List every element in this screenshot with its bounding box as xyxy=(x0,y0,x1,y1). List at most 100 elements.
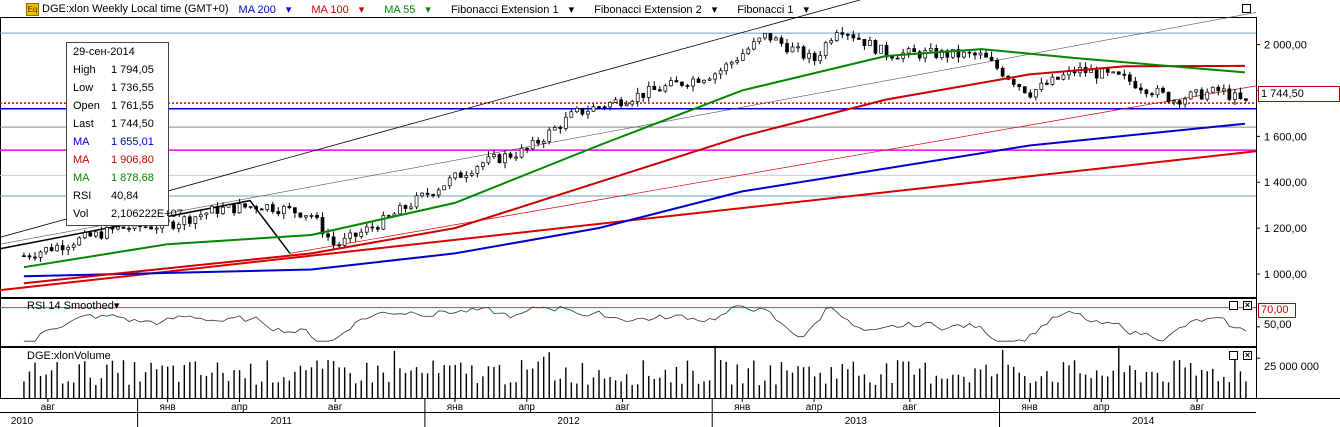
candle-body xyxy=(22,255,26,258)
trend-line xyxy=(289,85,1257,254)
month-label: апр xyxy=(806,402,823,413)
dropdown-icon[interactable]: ▾ xyxy=(285,3,292,16)
candle-body xyxy=(259,208,264,211)
candle-body xyxy=(746,48,751,55)
candle-body xyxy=(66,246,71,251)
indicator-ma-100[interactable]: MA 100 ▾ xyxy=(311,3,365,16)
candle-body xyxy=(868,39,872,46)
year-label: 2011 xyxy=(270,416,292,427)
candle-body xyxy=(602,106,607,109)
candle-body xyxy=(1094,69,1099,79)
price-tick-label: 1 000,00 xyxy=(1264,269,1307,281)
candle-body xyxy=(1100,68,1105,79)
candle-body xyxy=(812,53,817,62)
tooltip-row: Low 1 736,55 xyxy=(73,80,166,96)
candle-body xyxy=(425,192,430,195)
candle-body xyxy=(232,204,236,214)
candle-body xyxy=(143,226,148,229)
candle-body xyxy=(646,86,651,98)
indicator-ma-200[interactable]: MA 200 ▾ xyxy=(238,3,292,16)
candle-body xyxy=(447,177,452,187)
candle-body xyxy=(597,106,601,109)
tooltip-key: High xyxy=(73,64,96,76)
dropdown-icon[interactable]: ▾ xyxy=(358,3,365,16)
candle-body xyxy=(1056,76,1060,80)
candle-body xyxy=(409,206,413,209)
rsi-pane-title[interactable]: RSI 14 Smoothed▾ xyxy=(27,300,120,312)
candle-body xyxy=(508,153,513,158)
indicator-fibonacci-extension-2[interactable]: Fibonacci Extension 2 ▾ xyxy=(594,3,718,16)
tooltip-key: Vol xyxy=(73,208,89,220)
candle-body xyxy=(547,129,552,142)
close-rsi-pane-button[interactable]: × xyxy=(1243,300,1252,310)
candle-body xyxy=(519,147,524,158)
candle-body xyxy=(591,106,596,112)
tooltip-value: 1 878,68 xyxy=(111,172,154,184)
indicator-ma-55[interactable]: MA 55 ▾ xyxy=(384,3,431,16)
symbol-icon[interactable]: Eq xyxy=(26,2,39,16)
tooltip-row: Vol 2,106222E+07 xyxy=(73,206,183,222)
candle-body xyxy=(27,255,32,258)
candle-body xyxy=(55,245,59,252)
candle-body xyxy=(182,216,187,225)
close-volume-pane-button[interactable]: × xyxy=(1243,350,1252,360)
candle-body xyxy=(287,206,292,209)
candle-body xyxy=(984,52,988,58)
month-label: апр xyxy=(1093,402,1110,413)
candle-body xyxy=(801,46,806,59)
year-label: 2010 xyxy=(11,416,34,427)
candle-body xyxy=(785,43,789,53)
candle-body xyxy=(293,207,297,214)
candle-body xyxy=(834,32,839,41)
dropdown-icon[interactable]: ▾ xyxy=(113,300,120,312)
tooltip-value: 1 655,01 xyxy=(111,136,154,148)
ma-100-line xyxy=(23,64,1246,285)
candle-body xyxy=(608,102,612,108)
candle-body xyxy=(71,244,76,248)
candle-body xyxy=(1033,89,1038,98)
candle-body xyxy=(88,232,93,237)
tooltip-value: 1 744,50 xyxy=(111,118,154,130)
dropdown-icon[interactable]: ▾ xyxy=(711,3,718,16)
candle-body xyxy=(552,127,557,131)
candle-body xyxy=(149,226,153,230)
symbol-label[interactable]: DGE:xlon Weekly Local time (GMT+0) xyxy=(42,3,229,15)
indicator-fibonacci-1[interactable]: Fibonacci 1 ▾ xyxy=(737,3,810,16)
candle-body xyxy=(1150,93,1154,96)
candle-body xyxy=(1144,89,1149,95)
candle-body xyxy=(862,39,867,46)
indicator-fibonacci-extension-1[interactable]: Fibonacci Extension 1 ▾ xyxy=(450,3,575,16)
last-price-tag: 1 744,50 xyxy=(1258,86,1340,102)
candle-body xyxy=(558,127,563,129)
candle-body xyxy=(580,107,585,115)
year-label: 2013 xyxy=(845,416,868,427)
candle-body xyxy=(569,111,574,118)
dropdown-icon[interactable]: ▾ xyxy=(568,3,575,16)
candle-body xyxy=(1205,91,1210,100)
month-label: авг xyxy=(328,402,343,413)
maximize-rsi-pane-button[interactable] xyxy=(1229,301,1238,310)
candle-body xyxy=(823,42,828,56)
maximize-volume-pane-button[interactable] xyxy=(1229,351,1238,360)
candle-body xyxy=(265,204,270,210)
candle-body xyxy=(199,214,203,218)
candle-body xyxy=(685,85,690,87)
tooltip-row: Open 1 761,55 xyxy=(73,98,166,114)
candle-body xyxy=(342,237,347,246)
candle-body xyxy=(486,156,491,164)
candle-body xyxy=(381,215,386,230)
candle-body xyxy=(38,251,43,258)
volume-pane-title[interactable]: DGE:xlonVolume xyxy=(27,350,111,362)
candle-body xyxy=(276,211,281,215)
candle-body xyxy=(221,206,225,214)
maximize-price-pane-button[interactable] xyxy=(1242,4,1251,13)
tooltip-row: High 1 794,05 xyxy=(73,62,166,78)
candle-body xyxy=(193,216,198,224)
candle-body xyxy=(497,154,502,164)
candle-body xyxy=(895,57,900,60)
tooltip-key: Open xyxy=(73,100,100,112)
dropdown-icon[interactable]: ▾ xyxy=(425,3,431,16)
dropdown-icon[interactable]: ▾ xyxy=(803,3,810,16)
candle-body xyxy=(1172,100,1176,103)
candle-body xyxy=(724,63,729,72)
